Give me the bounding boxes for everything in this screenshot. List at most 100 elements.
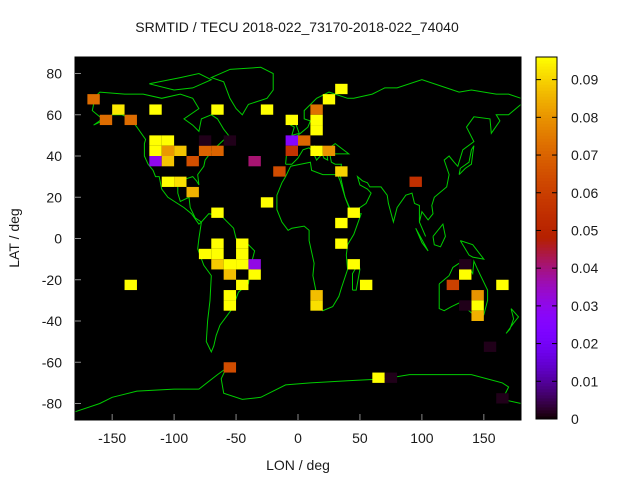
heatmap-cell <box>471 310 484 321</box>
colorbar-segment <box>536 126 557 130</box>
colorbar-segment <box>536 244 557 248</box>
colorbar-segment <box>536 343 557 348</box>
colorbar-segment <box>536 99 557 103</box>
colorbar-tick-label: 0.01 <box>571 373 598 389</box>
colorbar-segment <box>536 367 557 372</box>
heatmap-cell <box>260 197 274 208</box>
coastline <box>149 72 213 91</box>
heatmap-cell <box>372 372 385 383</box>
coastline <box>197 213 256 354</box>
heatmap-cell <box>273 166 286 177</box>
colorbar-tick-label: 0 <box>571 411 579 427</box>
colorbar-segment <box>536 310 557 314</box>
heatmap-cell <box>335 238 348 249</box>
heatmap-cell <box>310 145 323 156</box>
colorbar-segment <box>536 379 557 384</box>
colorbar-segment <box>536 231 557 236</box>
heatmap-cell <box>298 135 311 146</box>
heatmap-cell <box>112 104 125 115</box>
colorbar-segment <box>536 322 557 326</box>
colorbar-segment <box>536 186 557 191</box>
colorbar-tick-label: 0.06 <box>571 185 598 201</box>
heatmap-cell <box>310 125 323 136</box>
colorbar-segment <box>536 415 557 420</box>
colorbar-segment <box>536 129 557 133</box>
colorbar-segment <box>536 66 557 70</box>
heatmap-cell <box>211 207 224 218</box>
heatmap-cell <box>211 259 224 270</box>
colorbar-segment <box>536 219 557 224</box>
colorbar-segment <box>536 165 557 170</box>
heatmap-cell <box>211 104 224 115</box>
y-tick-label: 80 <box>46 66 62 82</box>
colorbar-segment <box>536 325 557 329</box>
heatmap-cell <box>459 269 472 280</box>
coastline <box>89 91 230 225</box>
coastline <box>432 222 446 248</box>
colorbar-segment <box>536 376 557 381</box>
heatmap-cell <box>335 166 348 177</box>
heatmap-cell <box>322 145 336 156</box>
coastline <box>459 240 485 260</box>
heatmap-cell <box>149 104 162 115</box>
colorbar-segment <box>536 409 557 414</box>
heatmap-cell <box>236 279 249 291</box>
colorbar-segment <box>536 171 557 176</box>
colorbar-segment <box>536 394 557 399</box>
colorbar-segment <box>536 57 557 61</box>
colorbar-segment <box>536 349 557 354</box>
colorbar-segment <box>536 114 557 118</box>
colorbar-segment <box>536 72 557 76</box>
heatmap-cell <box>149 156 162 167</box>
x-tick-label: 0 <box>294 430 302 446</box>
colorbar-segment <box>536 120 557 124</box>
heatmap-cell <box>310 114 323 126</box>
heatmap-cell <box>260 104 274 115</box>
heatmap-cell <box>459 300 472 311</box>
colorbar-segment <box>536 123 557 127</box>
colorbar-segment <box>536 147 557 152</box>
colorbar-segment <box>536 358 557 363</box>
colorbar-segment <box>536 60 557 64</box>
coastline <box>458 145 475 175</box>
colorbar-segment <box>536 292 557 296</box>
colorbar-tick-label: 0.02 <box>571 336 598 352</box>
y-tick-label: -80 <box>42 396 62 412</box>
heatmap-cell <box>223 135 237 146</box>
colorbar-segment <box>536 304 557 308</box>
colorbar-segment <box>536 198 557 203</box>
heatmap-cell <box>161 135 175 146</box>
colorbar-segment <box>536 277 557 281</box>
colorbar-segment <box>536 138 557 142</box>
colorbar-segment <box>536 93 557 97</box>
coastline <box>285 104 522 237</box>
colorbar-segment <box>536 105 557 109</box>
heatmap-cell <box>248 156 261 167</box>
colorbar-segment <box>536 334 557 339</box>
colorbar-segment <box>536 78 557 82</box>
colorbar-segment <box>536 102 557 106</box>
colorbar-segment <box>536 337 557 342</box>
x-tick-label: 150 <box>472 430 496 446</box>
colorbar-segment <box>536 313 557 317</box>
heatmap-cell <box>409 176 422 187</box>
colorbar-segment <box>536 238 557 242</box>
colorbar-segment <box>536 213 557 218</box>
colorbar-segment <box>536 195 557 200</box>
colorbar-segment <box>536 316 557 320</box>
colorbar-segment <box>536 265 557 269</box>
heatmap-cell <box>471 300 484 311</box>
colorbar-segment <box>536 192 557 197</box>
colorbar-segment <box>536 307 557 311</box>
colorbar-segment <box>536 150 557 155</box>
colorbar-ticks: 0 0.01 0.02 0.03 0.04 0.05 0.06 0.07 0.08 0.09 <box>536 72 598 427</box>
colorbar-segment <box>536 298 557 302</box>
y-tick-label: 60 <box>46 107 62 123</box>
heatmap-cell <box>496 279 509 291</box>
colorbar-frame <box>535 56 558 420</box>
colorbar-tick-label: 0.05 <box>571 222 598 238</box>
colorbar-tick-label: 0.07 <box>571 147 598 163</box>
heatmap-cell <box>496 393 509 404</box>
colorbar-segment <box>536 382 557 387</box>
